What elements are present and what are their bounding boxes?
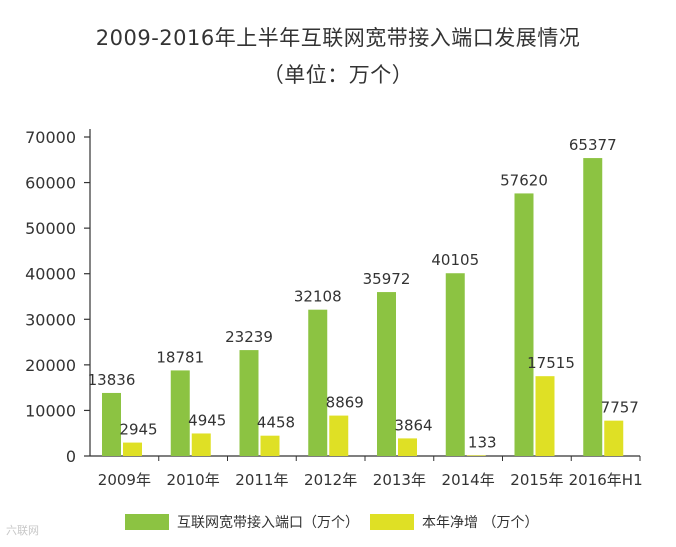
bar-ports [308,309,328,456]
bar-ports [583,158,603,456]
legend-swatch-ports [125,514,169,530]
legend-item-ports: 互联网宽带接入端口（万个） [125,512,359,532]
data-label-ports: 32108 [294,288,342,306]
bar-net-increase [123,442,142,456]
x-tick-label: 2010年 [167,471,220,489]
data-label-net-increase: 7757 [601,399,639,417]
x-tick-label: 2011年 [235,471,288,489]
data-label-ports: 13836 [88,371,136,389]
bar-net-increase [260,435,280,456]
legend-label-net-increase: 本年净增 （万个） [422,515,539,531]
x-tick-label: 2013年 [373,471,426,489]
y-tick-label: 10000 [25,401,76,420]
data-label-net-increase: 4458 [257,414,295,432]
x-tick-label: 2012年 [304,471,357,489]
data-label-net-increase: 3864 [394,416,432,434]
data-label-ports: 35972 [363,270,411,288]
bar-ports [514,193,534,457]
data-label-net-increase: 17515 [527,354,575,372]
data-label-net-increase: 4945 [188,411,226,429]
bar-ports [170,370,190,456]
y-tick-label: 40000 [25,265,76,284]
bar-net-increase [604,420,624,456]
bar-net-increase [466,455,486,456]
x-tick-label: 2014年 [442,471,495,489]
data-label-ports: 57620 [500,171,548,189]
data-label-net-increase: 8869 [326,394,364,412]
legend-swatch-net-increase [370,514,414,530]
data-label-net-increase: 2945 [119,421,157,439]
y-tick-label: 0 [66,447,76,466]
y-tick-label: 60000 [25,174,76,193]
bar-ports [445,273,465,456]
bar-ports [377,292,396,456]
y-tick-label: 50000 [25,219,76,238]
data-label-ports: 65377 [569,136,617,154]
data-label-ports: 18781 [156,348,204,366]
chart-title: 2009-2016年上半年互联网宽带接入端口发展情况 [95,26,581,50]
bar-net-increase [398,438,417,456]
x-tick-label: 2015年 [510,471,563,489]
legend-item-net-increase: 本年净增 （万个） [370,512,538,532]
y-tick-label: 70000 [25,128,76,147]
bar-net-increase [191,433,211,456]
bar-net-increase [329,415,349,456]
watermark: 六联网 [6,524,39,537]
bar-ports [239,350,259,456]
x-tick-label: 2016年H1 [569,471,643,489]
data-label-ports: 23239 [225,328,273,346]
chart-subtitle: （单位：万个） [262,63,414,87]
data-label-net-increase: 133 [468,433,497,451]
legend-label-ports: 互联网宽带接入端口（万个） [177,515,359,531]
bar-net-increase [535,376,555,456]
y-tick-label: 30000 [25,310,76,329]
x-tick-label: 2009年 [98,471,151,489]
y-tick-label: 20000 [25,356,76,375]
data-label-ports: 40105 [431,251,479,269]
bar-ports [102,392,121,456]
